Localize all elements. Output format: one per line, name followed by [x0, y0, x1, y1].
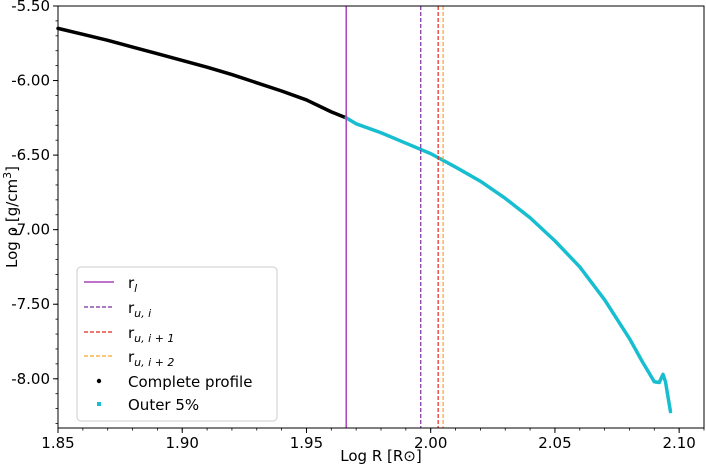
- x-tick-label: 1.90: [166, 434, 199, 452]
- legend: rl ru, i ru, i + 1 ru, i + 2 Complete pr…: [76, 266, 278, 422]
- x-tick-label: 2.10: [662, 434, 695, 452]
- plot-content: [56, 6, 673, 428]
- y-tick-label: -8.00: [11, 370, 50, 388]
- legend-item-rui: ru, i: [84, 299, 151, 320]
- legend-label-outer-5: Outer 5%: [128, 396, 199, 414]
- legend-label-rui1: ru, i + 1: [128, 324, 174, 345]
- legend-box: [76, 266, 278, 422]
- x-tick-label: 1.85: [41, 434, 74, 452]
- y-tick-label: -7.00: [11, 221, 50, 239]
- y-tick-label: -6.50: [11, 146, 50, 164]
- x-tick-label: 1.95: [290, 434, 323, 452]
- legend-label-rui: ru, i: [128, 299, 151, 320]
- legend-swatch-complete-profile: [96, 378, 102, 384]
- legend-item-rui1: ru, i + 1: [84, 324, 174, 345]
- series-line-0: [56, 26, 348, 120]
- legend-item-rui2: ru, i + 2: [84, 348, 174, 369]
- series-line-1: [344, 116, 673, 414]
- legend-item-rl: rl: [84, 274, 137, 295]
- y-tick-label: -7.50: [11, 295, 50, 313]
- y-axis-ticks: -5.50 -6.00 -6.50 -7.00 -7.50 -8.00: [11, 0, 58, 424]
- legend-item-outer-5: Outer 5%: [97, 396, 199, 414]
- y-axis-label: Log ρ [g/cm3]: [1, 166, 21, 268]
- legend-label-complete-profile: Complete profile: [128, 373, 252, 391]
- x-tick-label: 2.05: [538, 434, 571, 452]
- y-tick-label: -6.00: [11, 72, 50, 90]
- legend-label-rui2: ru, i + 2: [128, 348, 174, 369]
- x-axis-label: Log R [R⊙]: [340, 447, 421, 465]
- x-axis-ticks: 1.85 1.90 1.95 2.00 2.05 2.10: [41, 428, 705, 452]
- y-tick-label: -5.50: [11, 0, 50, 15]
- legend-item-complete-profile: Complete profile: [96, 373, 252, 391]
- x-tick-label: 2.00: [414, 434, 447, 452]
- legend-label-rl: rl: [128, 274, 137, 295]
- legend-swatch-outer-5: [97, 402, 101, 406]
- plot-frame: [57, 5, 705, 429]
